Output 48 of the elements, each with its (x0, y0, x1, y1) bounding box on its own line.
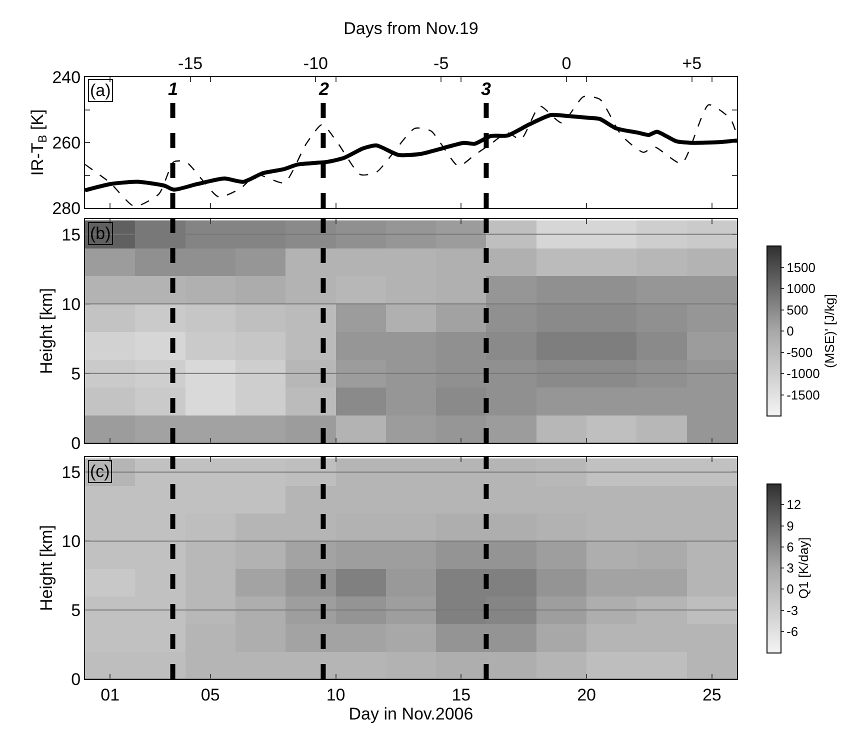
color-bar-label: 9 (786, 518, 794, 534)
annotation: (c) (90, 462, 110, 481)
color-bar-label: 500 (786, 302, 808, 318)
color-bar-label: 6 (786, 539, 794, 554)
y-tick-label: 10 (62, 294, 81, 314)
x-tick-label: 01 (100, 685, 120, 704)
color-bar-label: 0 (786, 582, 794, 597)
x-tick-label: 25 (702, 685, 722, 704)
color-bar-label: 1000 (786, 281, 816, 296)
color-bar-label: -1500 (786, 387, 820, 402)
color-bar-label: -6 (786, 624, 798, 639)
y-tick-label: 0 (71, 434, 81, 453)
annotation: 3 (481, 79, 492, 99)
x-tick-label: 20 (577, 685, 596, 704)
color-bar-label: -1000 (786, 366, 820, 382)
color-bar-title: Q1 [K/day] (796, 537, 811, 599)
color-bar-title: (MSE)' [J/kg] (822, 294, 837, 368)
y-tick-label: 10 (62, 532, 81, 552)
x2-axis-title: Days from Nov.19 (344, 18, 478, 38)
annotation: (a) (90, 81, 111, 100)
color-bar-label: 0 (786, 324, 794, 339)
x2-tick-label: 0 (562, 54, 572, 74)
color-bar-label: 12 (786, 497, 802, 512)
color-bar-label: -3 (786, 602, 798, 618)
annotation: 1 (168, 79, 178, 99)
y-tick-label: 0 (71, 670, 81, 689)
color-bar-label: -500 (786, 344, 813, 360)
x-tick-label: 05 (200, 685, 220, 704)
x-tick-label: 10 (326, 685, 346, 704)
y-tick-label: 240 (52, 68, 81, 87)
color-bar-label: 1500 (786, 260, 816, 275)
y-axis-title: Height [km] (37, 288, 56, 374)
x-axis-title: Day in Nov.2006 (348, 704, 474, 724)
y-tick-label: 280 (52, 198, 81, 218)
x2-tick-label: -10 (303, 54, 328, 74)
y-tick-label: 260 (52, 133, 81, 152)
y-tick-label: 5 (71, 364, 81, 384)
y-tick-label: 15 (62, 463, 81, 482)
annotation: 2 (318, 79, 330, 99)
annotation: (b) (90, 224, 111, 243)
x2-tick-label: +5 (682, 54, 702, 74)
y-tick-label: 5 (71, 601, 81, 620)
y-axis-title: Height [km] (37, 525, 56, 611)
x-tick-label: 15 (452, 685, 471, 704)
x2-tick-label: -15 (178, 54, 203, 74)
y-tick-label: 15 (62, 225, 81, 244)
x2-tick-label: -5 (434, 54, 449, 74)
color-bar-label: 3 (786, 560, 794, 576)
